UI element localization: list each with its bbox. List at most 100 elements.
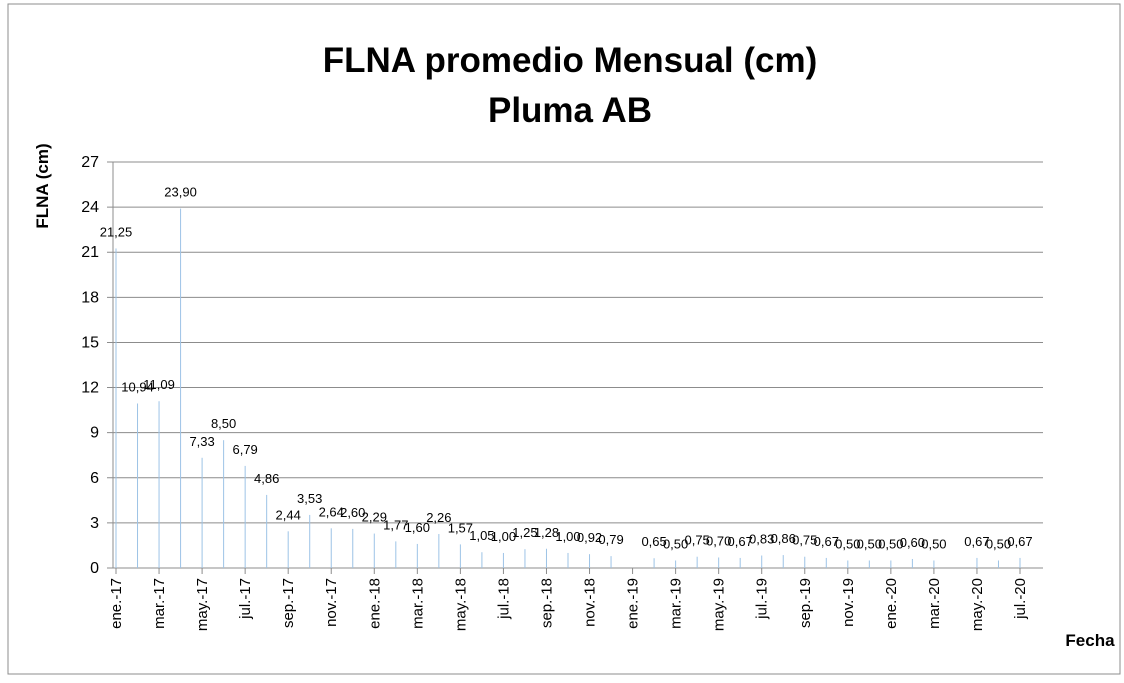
data-label: 0,79	[598, 532, 623, 547]
bar	[589, 554, 591, 568]
x-axis-label: Fecha	[1065, 631, 1115, 650]
data-label: 0,67	[964, 534, 989, 549]
data-label: 2,26	[426, 510, 451, 525]
x-tick-label: may.-19	[711, 578, 728, 631]
data-label: 1,28	[534, 525, 559, 540]
x-tick-label: mar.-17	[151, 578, 168, 629]
data-label: 1,57	[448, 520, 473, 535]
data-label: 1,05	[469, 528, 494, 543]
x-tick-label: nov.-17	[323, 578, 340, 627]
data-label: 23,90	[164, 185, 197, 200]
x-tick-label: mar.-20	[926, 578, 943, 629]
data-label: 0,83	[749, 532, 774, 547]
data-label: 2,44	[276, 507, 301, 522]
bar	[137, 403, 139, 568]
bar	[244, 465, 246, 568]
bar	[804, 556, 806, 568]
x-tick-label: mar.-18	[409, 578, 426, 629]
y-tick-label: 9	[90, 425, 99, 442]
data-label: 0,86	[771, 531, 796, 546]
x-tick-label: jul.-20	[1012, 578, 1029, 620]
bar	[395, 541, 397, 568]
bar	[696, 556, 698, 568]
y-tick-label: 27	[81, 154, 99, 171]
bar	[481, 552, 483, 568]
bar	[158, 401, 160, 568]
data-label: 10,94	[121, 379, 154, 394]
bar	[180, 208, 182, 569]
y-tick-label: 6	[90, 470, 99, 487]
x-tick-label: may.-20	[969, 578, 986, 631]
data-label: 0,50	[857, 536, 882, 551]
y-tick-label: 21	[81, 244, 99, 261]
data-label: 21,25	[100, 224, 133, 239]
bar	[545, 548, 547, 568]
data-label: 1,77	[383, 517, 408, 532]
bar	[223, 440, 225, 568]
y-tick-label: 3	[90, 515, 99, 532]
bar	[653, 558, 655, 568]
bar	[266, 494, 268, 568]
data-label: 0,67	[728, 534, 753, 549]
bar	[933, 560, 935, 568]
bar	[416, 543, 418, 568]
data-label: 6,79	[232, 442, 257, 457]
data-label: 2,29	[362, 510, 387, 525]
x-tick-label: ene.-18	[366, 578, 383, 629]
data-label: 0,50	[835, 536, 860, 551]
bar	[438, 534, 440, 568]
y-tick-label: 18	[81, 289, 99, 306]
bar	[610, 556, 612, 568]
bar	[847, 560, 849, 568]
data-label: 1,25	[512, 525, 537, 540]
x-tick-label: ene.-19	[625, 578, 642, 629]
x-tick-label: ene.-17	[108, 578, 125, 629]
data-label: 0,92	[577, 530, 602, 545]
chart-title: FLNA promedio Mensual (cm)	[323, 41, 818, 80]
data-label: 0,50	[986, 536, 1011, 551]
data-label: 0,50	[878, 536, 903, 551]
bar	[115, 248, 117, 569]
data-label: 1,00	[491, 529, 516, 544]
x-tick-label: nov.-19	[840, 578, 857, 627]
x-tick-label: sep.-18	[538, 578, 555, 628]
y-tick-label: 12	[81, 380, 99, 397]
data-label: 0,67	[814, 534, 839, 549]
data-label: 7,33	[189, 434, 214, 449]
data-label: 0,50	[921, 536, 946, 551]
x-tick-label: sep.-17	[280, 578, 297, 628]
bar	[976, 557, 978, 568]
bar	[287, 531, 289, 568]
data-label: 0,75	[792, 533, 817, 548]
data-label: 0,75	[684, 533, 709, 548]
bar	[868, 560, 870, 568]
bar	[890, 560, 892, 568]
x-tick-label: ene.-20	[883, 578, 900, 629]
bar	[309, 514, 311, 568]
x-tick-label: jul.-17	[237, 578, 254, 620]
x-tick-label: mar.-19	[668, 578, 685, 629]
data-label: 0,70	[706, 533, 731, 548]
x-tick-label: may.-17	[194, 578, 211, 631]
bar	[567, 552, 569, 568]
x-tick-label: jul.-19	[754, 578, 771, 620]
bar	[911, 558, 913, 568]
data-label: 11,09	[143, 377, 175, 392]
bar	[352, 528, 354, 568]
bar	[524, 549, 526, 568]
x-tick-label: nov.-18	[582, 578, 599, 627]
chart-border	[7, 3, 1121, 675]
y-axis-label: FLNA (cm)	[33, 143, 52, 228]
bar	[201, 457, 203, 568]
bar	[761, 555, 763, 568]
x-tick-label: may.-18	[452, 578, 469, 631]
chart-subtitle: Pluma AB	[488, 91, 652, 130]
bar	[502, 552, 504, 568]
data-label: 8,50	[211, 416, 236, 431]
bar	[997, 560, 999, 568]
bar	[459, 544, 461, 568]
bar	[330, 528, 332, 568]
data-label: 0,67	[1007, 534, 1032, 549]
bar	[675, 560, 677, 568]
bar	[739, 557, 741, 568]
